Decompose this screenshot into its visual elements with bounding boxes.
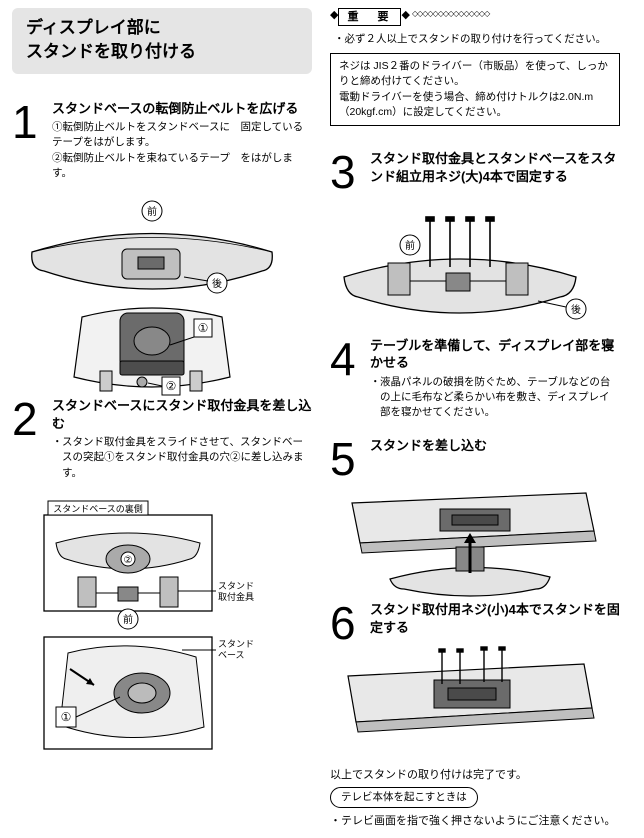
bullet-icon: ・ [334,32,345,47]
step-2-sub: スタンド取付金具をスライドさせて、スタンドベースの突起①をスタンド取付金具の穴②… [62,435,312,481]
note-box: ネジは JIS２番のドライバー（市販品）を使って、しっかりと締め付けてください。… [330,53,620,126]
step-6-title: スタンド取付用ネジ(小)4本でスタンドを固定する [370,601,620,636]
step-5: 5 スタンドを差し込む [330,437,620,478]
step-2: 2 スタンドベースにスタンド取付金具を差し込む ・スタンド取付金具をスライドさせ… [12,397,312,481]
diamond-deco-icon: ◇◇◇◇◇◇◇◇◇◇◇◇◇◇◇ [412,8,489,19]
step-1-title: スタンドベースの転倒防止ベルトを広げる [52,100,312,118]
step-3-illustration: 前 後 [330,207,620,337]
step-6-illustration [330,646,620,756]
svg-text:前: 前 [405,239,415,252]
important-row: ◆ 重 要 ◆ ◇◇◇◇◇◇◇◇◇◇◇◇◇◇◇ [330,8,620,26]
svg-text:後: 後 [571,303,581,316]
svg-text:②: ② [166,379,177,393]
step-4-sub: 液晶パネルの破損を防ぐため、テーブルなどの台の上に毛布など柔らかい布を敷き、ディ… [380,375,620,421]
step-1-sub1: ①転倒防止ベルトをスタンドベースに 固定しているテープをはがします。 [52,120,312,150]
step-5-title: スタンドを差し込む [370,437,620,455]
title-line-1: ディスプレイ部に [26,16,298,40]
main-title-box: ディスプレイ部に スタンドを取り付ける [12,8,312,74]
step-4-number: 4 [330,337,370,421]
svg-text:スタンドベースの裏側: スタンドベースの裏側 [53,503,143,514]
step-5-number: 5 [330,437,370,478]
step-3: 3 スタンド取付金具とスタンドベースをスタンド組立用ネジ(大)4本で固定する [330,150,620,191]
closing-block: 以上でスタンドの取り付けは完了です。 テレビ本体を起こすときは ・テレビ画面を指… [330,768,620,829]
closing-done: 以上でスタンドの取り付けは完了です。 [330,768,620,783]
step-6: 6 スタンド取付用ネジ(小)4本でスタンドを固定する [330,601,620,642]
step-1-sub2: ②転倒防止ベルトを束ねているテープ をはがします。 [52,151,312,181]
step-1-illustration: 前 後 ① [12,197,312,397]
important-text: 必ず２人以上でスタンドの取り付けを行ってください。 [345,32,607,47]
diamond-left-icon: ◆ [330,8,338,23]
step-2-illustration: スタンドベースの裏側 ② 前 スタンド取付金具 スタンドベース [12,497,312,757]
svg-text:スタンド取付金具: スタンド取付金具 [218,581,254,602]
title-line-2: スタンドを取り付ける [26,40,298,64]
svg-text:後: 後 [212,277,222,290]
tv-raise-note: テレビ画面を指で強く押さないようにご注意ください。 [341,814,616,829]
step-3-title: スタンド取付金具とスタンドベースをスタンド組立用ネジ(大)4本で固定する [370,150,620,185]
svg-text:①: ① [198,321,209,335]
tv-raise-label: テレビ本体を起こすときは [330,787,478,808]
step-2-title: スタンドベースにスタンド取付金具を差し込む [52,397,312,432]
svg-text:前: 前 [147,205,157,218]
step-1: 1 スタンドベースの転倒防止ベルトを広げる ①転倒防止ベルトをスタンドベースに … [12,100,312,181]
step-6-number: 6 [330,601,370,642]
step-3-number: 3 [330,150,370,191]
svg-text:①: ① [61,710,72,724]
step-1-number: 1 [12,100,52,181]
svg-text:前: 前 [123,613,133,626]
important-label: 重 要 [338,8,401,26]
svg-text:②: ② [124,555,133,566]
step-2-number: 2 [12,397,52,481]
step-4: 4 テーブルを準備して、ディスプレイ部を寝かせる ・液晶パネルの破損を防ぐため、… [330,337,620,421]
step-5-illustration [330,481,620,601]
svg-text:スタンドベース: スタンドベース [218,639,254,660]
diamond-right-icon: ◆ [401,8,409,23]
step-4-title: テーブルを準備して、ディスプレイ部を寝かせる [370,337,620,372]
